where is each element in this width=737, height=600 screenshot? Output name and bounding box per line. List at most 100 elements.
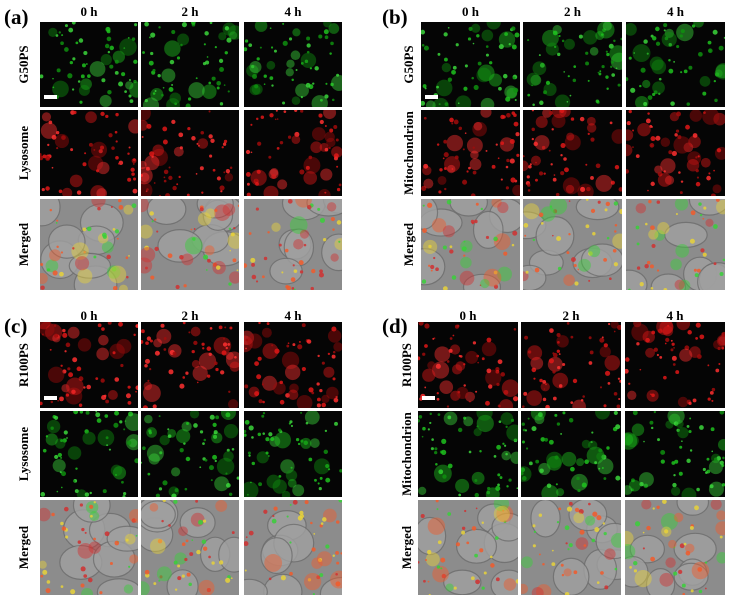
row-label: G50PS — [401, 45, 416, 83]
fluorescent-spot — [609, 121, 613, 125]
fluorescent-spot — [605, 75, 609, 79]
fluorescent-spot — [557, 366, 561, 370]
fluorescent-spot — [665, 337, 670, 343]
fluorescent-spot — [427, 361, 436, 370]
fluorescent-spot — [246, 493, 249, 496]
fluorescent-spot — [312, 82, 315, 85]
fluorescent-spot — [75, 41, 79, 45]
fluorescent-spot — [128, 509, 138, 523]
fluorescent-spot — [552, 396, 557, 401]
fluorescent-spot — [272, 479, 287, 494]
fluorescent-spot — [336, 561, 340, 565]
fluorescent-spot — [110, 205, 113, 208]
fluorescent-spot — [677, 396, 689, 408]
fluorescent-spot — [262, 343, 279, 360]
fluorescent-spot — [532, 524, 536, 528]
fluorescent-spot — [440, 557, 446, 563]
fluorescent-spot — [204, 31, 209, 36]
fluorescent-spot — [652, 36, 657, 41]
fluorescent-spot — [218, 32, 227, 41]
fluorescent-spot — [549, 199, 568, 215]
fluorescent-spot — [533, 377, 536, 380]
fluorescent-spot — [50, 400, 54, 404]
fluorescent-spot — [49, 348, 52, 351]
fluorescent-spot — [300, 61, 304, 65]
fluorescent-spot — [424, 386, 427, 389]
fluorescent-spot — [476, 34, 480, 38]
fluorescent-spot — [474, 219, 478, 224]
fluorescent-spot — [441, 449, 447, 455]
fluorescent-spot — [145, 266, 148, 270]
fluorescent-spot — [659, 572, 674, 587]
fluorescent-spot — [449, 117, 454, 123]
fluorescent-spot — [453, 586, 457, 590]
fluorescent-spot — [281, 351, 300, 370]
fluorescent-spot — [470, 576, 475, 581]
cell-outline — [321, 233, 342, 272]
fluorescent-spot — [84, 492, 90, 497]
micrograph — [244, 500, 342, 595]
fluorescent-spot — [655, 41, 661, 46]
fluorescent-spot — [206, 588, 211, 593]
fluorescent-spot — [119, 420, 123, 424]
fluorescent-spot — [479, 449, 482, 453]
fluorescent-spot — [106, 444, 109, 447]
fluorescent-spot — [466, 137, 483, 154]
fluorescent-spot — [294, 110, 298, 112]
fluorescent-spot — [64, 47, 69, 52]
fluorescent-spot — [566, 322, 570, 325]
fluorescent-spot — [626, 77, 629, 82]
fluorescent-spot — [681, 487, 697, 497]
fluorescent-spot — [300, 411, 303, 414]
fluorescent-spot — [55, 438, 66, 449]
fluorescent-spot — [600, 33, 604, 36]
fluorescent-spot — [121, 480, 124, 484]
fluorescent-spot — [440, 567, 443, 570]
fluorescent-spot — [285, 68, 294, 77]
fluorescent-spot — [698, 202, 702, 206]
fluorescent-spot — [695, 156, 698, 159]
fluorescent-spot — [428, 593, 431, 595]
fluorescent-spot — [326, 386, 339, 400]
fluorescent-spot — [446, 360, 450, 363]
fluorescent-spot — [472, 121, 487, 137]
fluorescent-spot — [422, 228, 427, 233]
fluorescent-spot — [301, 366, 306, 372]
fluorescent-spot — [323, 110, 337, 120]
fluorescent-spot — [614, 223, 618, 227]
fluorescent-spot — [278, 474, 282, 478]
fluorescent-spot — [470, 150, 479, 160]
fluorescent-spot — [110, 464, 123, 477]
cell-outline — [523, 264, 547, 290]
fluorescent-spot — [114, 377, 120, 382]
fluorescent-spot — [96, 418, 102, 423]
fluorescent-spot — [702, 467, 706, 472]
fluorescent-spot — [40, 322, 51, 330]
fluorescent-spot — [479, 548, 484, 553]
fluorescent-spot — [458, 493, 462, 497]
row-label: Merged — [16, 525, 31, 569]
fluorescent-spot — [500, 412, 514, 425]
fluorescent-spot — [149, 151, 155, 157]
fluorescent-spot — [650, 181, 655, 187]
fluorescent-spot — [486, 22, 501, 30]
fluorescent-spot — [631, 478, 635, 483]
fluorescent-spot — [590, 176, 594, 180]
fluorescent-spot — [115, 140, 118, 143]
fluorescent-spot — [473, 121, 483, 131]
fluorescent-spot — [320, 522, 324, 525]
fluorescent-spot — [586, 116, 596, 126]
fluorescent-spot — [615, 475, 621, 481]
fluorescent-spot — [311, 268, 316, 274]
fluorescent-spot — [85, 411, 90, 415]
fluorescent-spot — [691, 561, 710, 580]
fluorescent-spot — [668, 539, 677, 549]
fluorescent-spot — [602, 522, 606, 525]
row-label: Merged — [16, 222, 31, 266]
fluorescent-spot — [442, 286, 448, 290]
fluorescent-spot — [468, 166, 471, 170]
fluorescent-spot — [287, 199, 293, 204]
fluorescent-spot — [674, 199, 689, 211]
fluorescent-spot — [268, 168, 279, 180]
fluorescent-spot — [299, 169, 305, 175]
